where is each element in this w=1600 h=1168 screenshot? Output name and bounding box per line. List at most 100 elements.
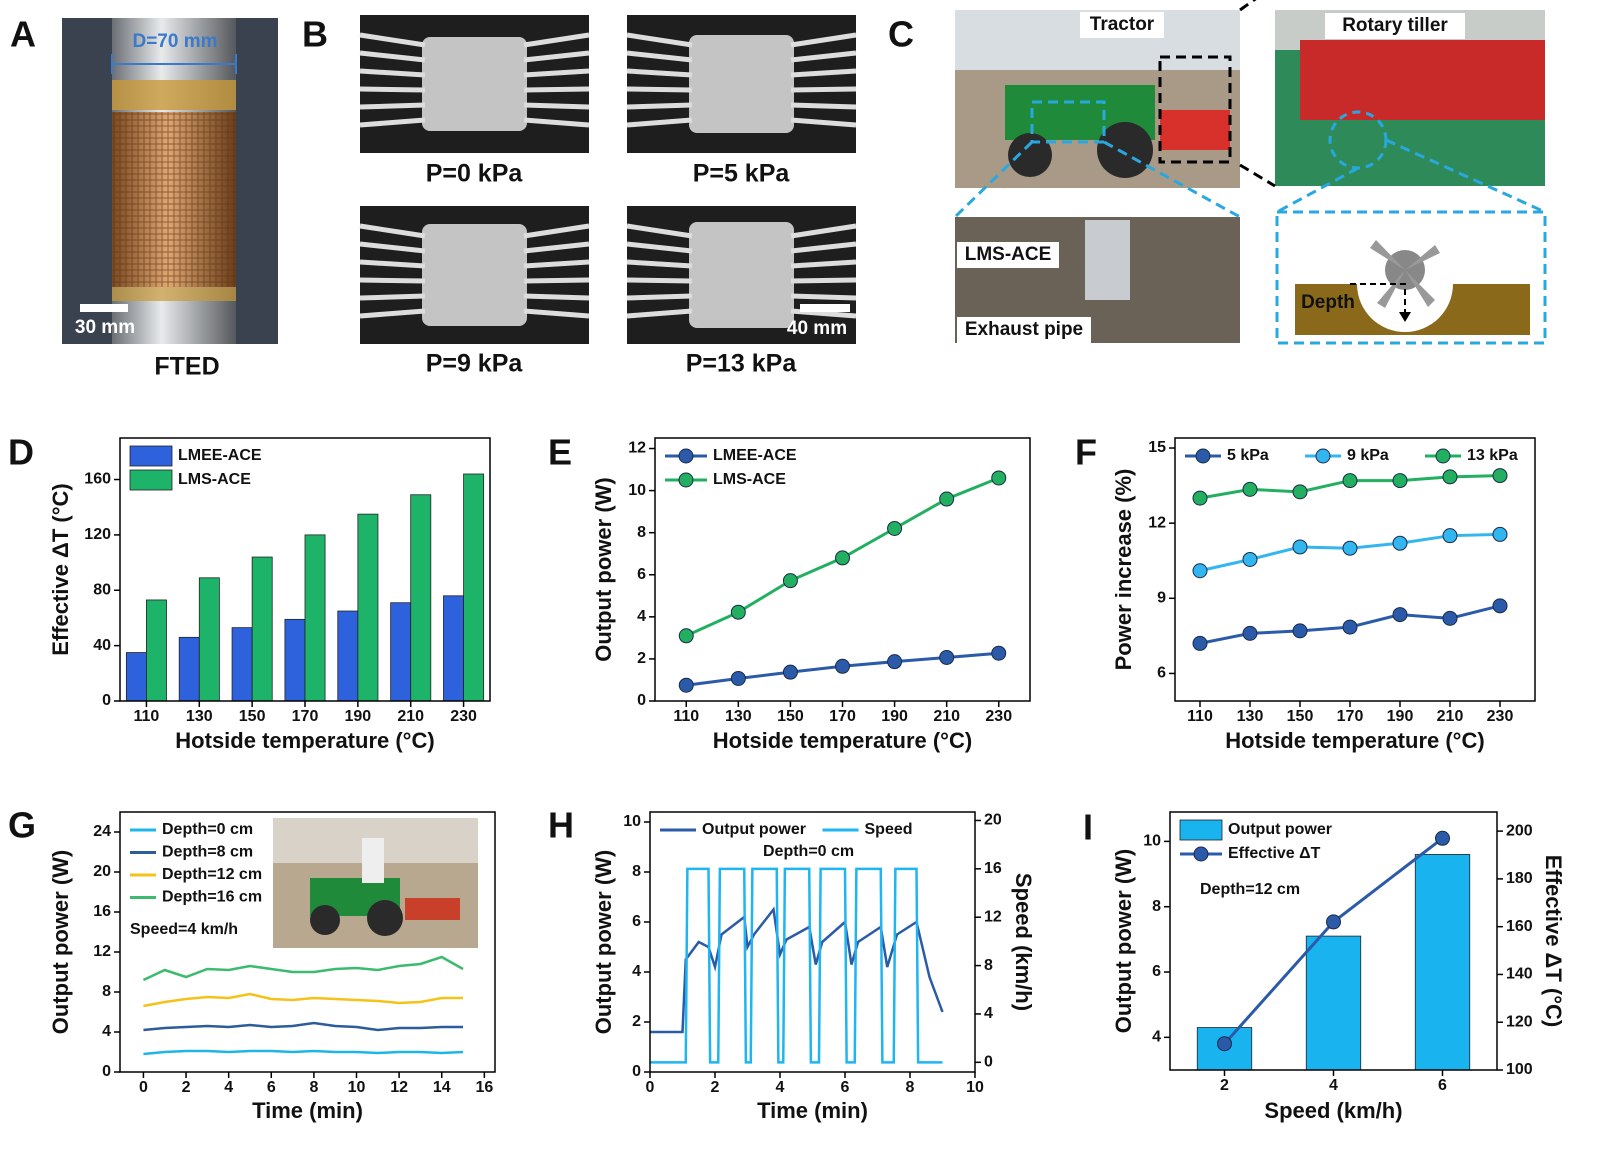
tube xyxy=(523,223,590,239)
tube xyxy=(626,308,693,319)
x-tick-label: 4 xyxy=(776,1079,785,1096)
x-axis-label: Hotside temperature (°C) xyxy=(175,728,434,753)
panel-label: D xyxy=(8,432,34,473)
x-tick-label: 230 xyxy=(450,708,477,725)
x-tick-label: 10 xyxy=(966,1079,984,1096)
tube xyxy=(790,68,857,78)
tube xyxy=(359,68,426,78)
y-tick-label: 20 xyxy=(93,863,111,880)
x-tick-label: 130 xyxy=(186,708,213,725)
x-tick-label: 2 xyxy=(1220,1077,1229,1094)
legend-marker xyxy=(1315,448,1331,464)
tube xyxy=(359,50,426,63)
legend-swatch xyxy=(129,469,173,491)
diameter-label: D=70 mm xyxy=(132,31,217,52)
tube xyxy=(523,308,590,319)
y-tick-label: 12 xyxy=(93,943,111,960)
marker xyxy=(782,573,798,589)
panel-label: F xyxy=(1075,432,1097,473)
y2-tick-label: 120 xyxy=(1506,1013,1533,1030)
x-tick-label: 230 xyxy=(1487,708,1514,725)
legend-label: 5 kPa xyxy=(1227,447,1269,464)
membrane xyxy=(689,222,794,328)
tube xyxy=(523,86,590,93)
y-tick-label: 6 xyxy=(1152,963,1161,980)
tube xyxy=(523,241,590,254)
marker xyxy=(1442,469,1458,485)
y2-tick-label: 200 xyxy=(1506,822,1533,839)
x-tick-label: 150 xyxy=(777,708,804,725)
y2-tick-label: 160 xyxy=(1506,918,1533,935)
x-tick-label: 8 xyxy=(309,1079,318,1096)
tube xyxy=(359,293,426,301)
line xyxy=(143,1049,464,1056)
tube xyxy=(790,223,857,239)
tube xyxy=(626,86,693,93)
marker xyxy=(1326,914,1341,930)
marker xyxy=(1192,563,1208,579)
panel-label: B xyxy=(302,14,328,55)
membrane xyxy=(689,35,794,133)
bar xyxy=(231,627,253,702)
annotation: Depth=12 cm xyxy=(1200,881,1300,898)
y2-tick-label: 8 xyxy=(984,957,993,974)
annotation: Speed=4 km/h xyxy=(130,921,238,938)
marker xyxy=(1392,473,1408,489)
y-tick-label: 8 xyxy=(102,983,111,1000)
tube xyxy=(790,102,857,110)
line xyxy=(650,906,944,1034)
y-tick-label: 15 xyxy=(1148,439,1166,456)
bar xyxy=(443,595,464,702)
photo-b xyxy=(359,15,857,344)
tube xyxy=(790,86,857,93)
tube xyxy=(359,102,426,110)
caption: FTED xyxy=(154,353,219,381)
x-axis-label: Time (min) xyxy=(252,1098,363,1123)
y-axis-label: Output power (W) xyxy=(1111,849,1136,1034)
y-tick-label: 8 xyxy=(632,863,641,880)
tube xyxy=(626,68,693,78)
marker xyxy=(730,604,746,620)
tube xyxy=(790,50,857,63)
marker xyxy=(991,645,1007,661)
y-axis-label: Output power (W) xyxy=(591,850,616,1035)
marker xyxy=(1242,625,1258,641)
bar xyxy=(337,610,359,702)
marker xyxy=(835,550,850,566)
panel-label: G xyxy=(8,805,36,846)
y-tick-label: 0 xyxy=(632,1063,641,1080)
scale-bar-label: 30 mm xyxy=(75,317,135,338)
x-tick-label: 2 xyxy=(182,1079,191,1096)
y2-tick-label: 100 xyxy=(1506,1061,1533,1078)
bar xyxy=(1414,854,1471,1071)
axes-frame xyxy=(654,437,1031,702)
x-tick-label: 4 xyxy=(224,1079,233,1096)
legend-label: 13 kPa xyxy=(1467,447,1518,464)
marker xyxy=(1435,830,1450,846)
x-tick-label: 150 xyxy=(1287,708,1314,725)
bar xyxy=(251,556,273,702)
bar xyxy=(390,602,412,702)
tube xyxy=(359,223,426,239)
tube xyxy=(523,68,590,78)
marker xyxy=(678,677,694,693)
y-tick-label: 80 xyxy=(93,581,111,598)
y-tick-label: 0 xyxy=(102,1063,111,1080)
caption: P=13 kPa xyxy=(686,350,798,378)
y-axis-label: Output power (W) xyxy=(48,850,73,1035)
tube xyxy=(523,32,590,48)
x-tick-label: 10 xyxy=(348,1079,366,1096)
tube xyxy=(359,277,426,284)
tube xyxy=(626,259,693,269)
y-tick-label: 6 xyxy=(632,913,641,930)
x-tick-label: 190 xyxy=(881,708,908,725)
y-tick-label: 2 xyxy=(637,650,646,667)
legend-label: Depth=16 cm xyxy=(162,889,262,906)
y-tick-label: 10 xyxy=(628,482,646,499)
x-axis-label: Hotside temperature (°C) xyxy=(713,728,972,753)
photo-label: Rotary tiller xyxy=(1342,15,1448,36)
y-tick-label: 4 xyxy=(102,1023,111,1040)
y2-axis-label: Speed (km/h) xyxy=(1011,873,1036,1011)
legend-label: Output power xyxy=(1228,821,1332,838)
tube xyxy=(626,277,693,284)
